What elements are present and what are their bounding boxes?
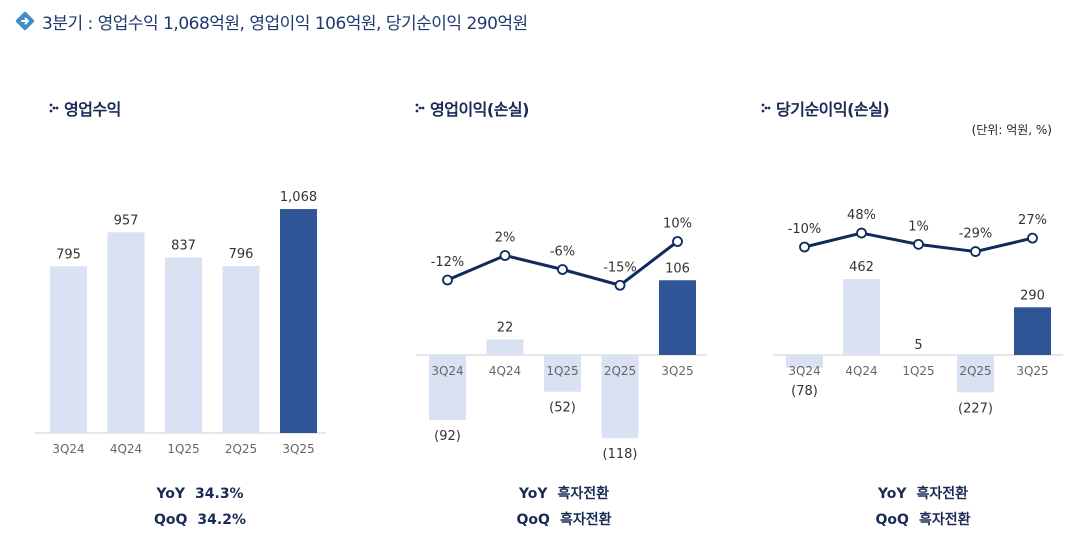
qoq-label: QoQ [154,512,188,528]
margin-label: 27% [1018,213,1047,228]
margin-label: -15% [603,260,637,275]
margin-point [799,241,810,253]
chart-title-net-income: 당기순이익(손실) [760,96,890,120]
bar [1014,307,1051,355]
margin-point [614,279,626,291]
bar [486,339,524,355]
category-label: 1Q25 [167,442,199,456]
chevron-dots-icon [49,103,59,113]
yoy-label: YoY [156,486,186,502]
bar-value-label: 22 [497,320,514,335]
margin-label: -10% [788,222,822,237]
bar-value-label: (227) [958,401,993,416]
margin-label: 1% [908,219,929,234]
bar [900,354,937,355]
bar [957,355,994,393]
chart-title-revenue: 영업수익 [48,96,121,120]
margin-label: -6% [550,245,575,260]
category-label: 3Q25 [661,364,693,378]
bar-value-label: (118) [603,447,638,462]
margin-label: -12% [431,255,465,270]
margin-label: 10% [663,217,692,232]
margin-point [672,236,683,247]
page-header-text: 3분기 : 영업수익 1,068억원, 영업이익 106억원, 당기순이익 29… [42,13,528,34]
qoq-label: QoQ [875,512,909,528]
yoy-value: 흑자전환 [557,486,610,502]
bar-value-label: 106 [665,261,690,276]
chart-title-text: 영업이익(손실) [430,100,529,119]
bar [50,266,87,433]
margin-point [970,246,981,257]
bar-value-label: 837 [171,238,196,253]
margin-point [913,238,924,250]
margin-label: 2% [495,231,516,246]
chart-title-operating-income: 영업이익(손실) [414,96,529,120]
category-label: 4Q24 [845,364,877,378]
margin-label: -29% [959,227,993,242]
margin-point [1027,232,1038,244]
chart-title-text: 당기순이익(손실) [776,100,890,119]
bar [222,266,260,433]
category-label: 2Q25 [225,442,257,456]
bar-value-label: (78) [791,384,818,399]
category-label: 3Q25 [282,442,314,456]
bar-value-label: (92) [434,429,461,444]
qoq-value: 34.2% [197,512,246,528]
bar [165,257,202,433]
qoq-value: 흑자전환 [918,512,971,528]
yoy-label: YoY [877,486,907,502]
category-label: 3Q24 [52,442,84,456]
qoq-value: 흑자전환 [559,512,612,528]
bar [659,280,696,355]
category-label: 3Q24 [788,364,820,378]
category-label: 3Q25 [1016,364,1048,378]
unit-note: (단위: 억원, %) [971,123,1052,137]
yoy-value: 34.3% [195,486,244,502]
bar-value-label: 290 [1020,288,1045,303]
bar [601,355,639,439]
bar [843,279,880,355]
stats-operating-income: YoY 흑자전환 QoQ 흑자전환 [484,481,644,533]
qoq-label: QoQ [516,512,550,528]
bar-value-label: 957 [114,213,139,228]
margin-point [499,250,511,261]
bar-value-label: 5 [914,338,922,353]
stats-net-income: YoY 흑자전환 QoQ 흑자전환 [843,481,1003,533]
bar [107,232,145,433]
category-label: 2Q25 [959,364,991,378]
bar-value-label: (52) [549,401,576,416]
yoy-value: 흑자전환 [916,486,969,502]
category-label: 2Q25 [604,364,636,378]
margin-point [442,274,453,286]
diamond-arrow-icon [15,11,35,31]
chevron-dots-icon [761,103,771,113]
bar [280,209,317,433]
margin-point [557,264,568,275]
chevron-dots-icon [415,103,425,113]
category-label: 1Q25 [902,364,934,378]
bar [786,355,823,368]
bar-value-label: 1,068 [280,190,317,205]
bar-value-label: 462 [849,260,874,275]
category-label: 3Q24 [431,364,463,378]
page-header: 3분기 : 영업수익 1,068억원, 영업이익 106억원, 당기순이익 29… [14,8,528,34]
yoy-label: YoY [518,486,548,502]
bar [429,355,466,420]
category-label: 1Q25 [546,364,578,378]
margin-point [856,227,867,239]
bar [544,355,581,392]
chart-title-text: 영업수익 [64,100,121,119]
bar-value-label: 796 [229,247,254,262]
bar-value-label: 795 [56,247,81,262]
margin-label: 48% [847,208,876,223]
stats-revenue: YoY 34.3% QoQ 34.2% [120,481,280,533]
category-label: 4Q24 [110,442,142,456]
category-label: 4Q24 [489,364,521,378]
